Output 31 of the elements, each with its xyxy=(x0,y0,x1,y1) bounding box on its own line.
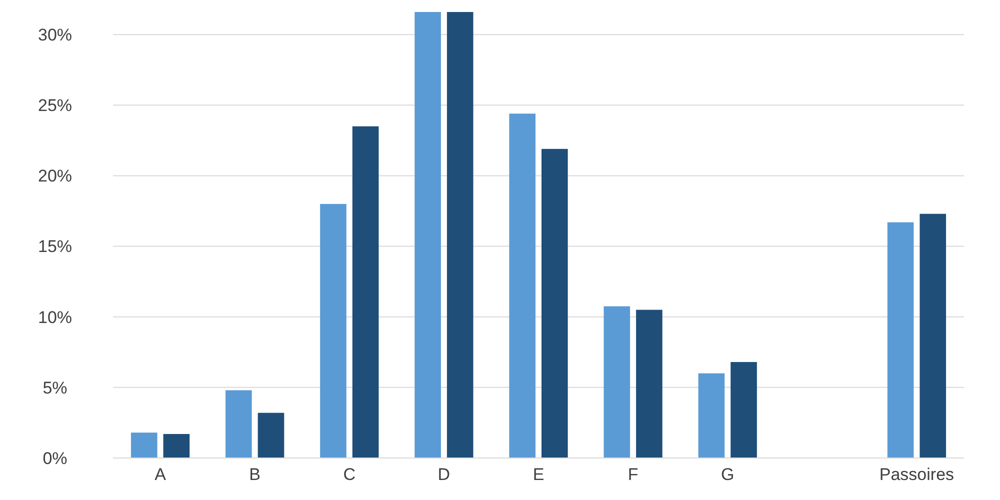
bar xyxy=(446,12,474,458)
bar xyxy=(920,214,946,458)
y-tick-label: 0% xyxy=(42,448,68,468)
x-tick-label: F xyxy=(628,465,638,484)
y-tick-label: 25% xyxy=(38,96,72,116)
bar xyxy=(636,310,662,458)
bar xyxy=(542,148,568,458)
bar xyxy=(604,306,630,458)
x-tick-label: C xyxy=(343,465,356,484)
x-tick-label: E xyxy=(532,465,544,484)
bar xyxy=(730,362,757,458)
bar xyxy=(130,432,158,458)
bar xyxy=(258,412,284,458)
bar xyxy=(414,12,441,458)
bar xyxy=(887,222,914,458)
bar xyxy=(320,204,346,458)
bar xyxy=(509,114,536,458)
bar xyxy=(226,390,252,458)
bar xyxy=(352,126,379,458)
x-tick-label: Passoires xyxy=(879,465,954,484)
y-tick-label: 30% xyxy=(38,26,72,45)
x-tick-label: B xyxy=(249,465,261,484)
y-tick-label: 15% xyxy=(38,237,72,256)
x-tick-label: G xyxy=(720,465,734,484)
x-tick-label: D xyxy=(438,465,450,484)
x-tick-label: A xyxy=(154,465,167,484)
y-tick-label: 5% xyxy=(42,378,68,398)
bar xyxy=(698,373,725,458)
y-tick-label: 20% xyxy=(38,166,72,186)
bar xyxy=(163,434,190,458)
y-tick-label: 10% xyxy=(38,308,72,327)
